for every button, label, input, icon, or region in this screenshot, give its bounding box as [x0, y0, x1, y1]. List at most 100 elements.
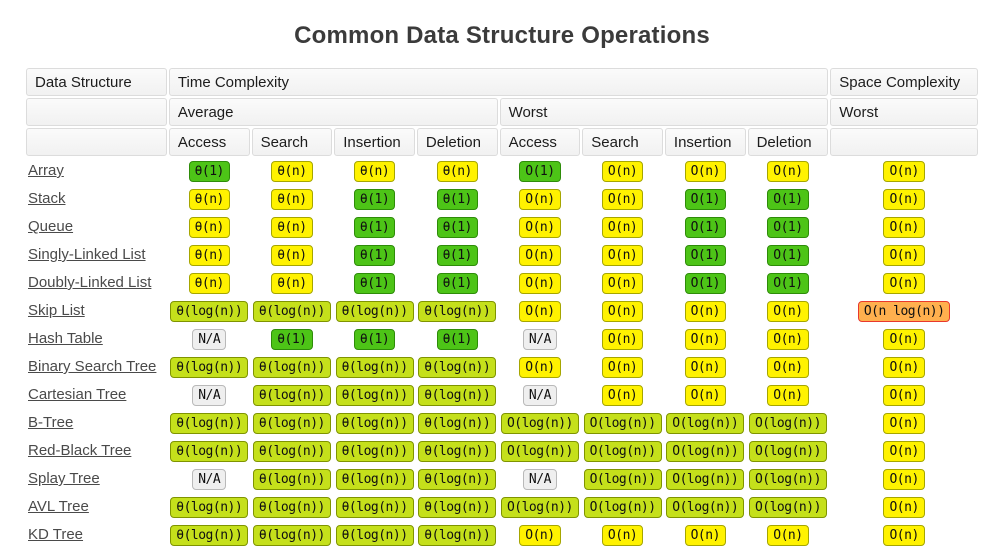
complexity-cell: θ(n) [252, 186, 333, 212]
complexity-badge: O(n) [883, 160, 925, 182]
complexity-cell: O(n) [748, 382, 829, 408]
complexity-badge: θ(log(n)) [170, 412, 249, 434]
header-worst-insertion: Insertion [664, 128, 746, 156]
row-label-cell: Cartesian Tree [26, 382, 167, 408]
header-worst: Worst [499, 98, 829, 126]
row-link[interactable]: Hash Table [28, 330, 103, 347]
complexity-badge: θ(log(n)) [418, 384, 497, 406]
row-link[interactable]: Stack [28, 190, 66, 207]
table-row: Splay Tree N/A θ(log(n)) θ(log(n)) θ(log(n))… [26, 466, 978, 492]
complexity-cell: N/A [500, 466, 581, 492]
complexity-badge: N/A [522, 328, 557, 350]
table-row: Cartesian Tree N/A θ(log(n)) θ(log(n)) θ(log… [26, 382, 978, 408]
complexity-cell: θ(log(n)) [417, 494, 498, 520]
complexity-cell: O(n) [830, 326, 978, 352]
complexity-badge: O(1) [684, 216, 726, 238]
row-label-cell: Skip List [26, 298, 167, 324]
complexity-cell: O(n) [830, 494, 978, 520]
complexity-badge: θ(n) [436, 160, 478, 182]
complexity-cell: θ(log(n)) [334, 298, 415, 324]
complexity-badge: O(log(n)) [500, 412, 579, 434]
complexity-cell: O(1) [748, 214, 829, 240]
row-link[interactable]: Doubly-Linked List [28, 274, 152, 291]
complexity-badge: O(n log(n)) [857, 300, 951, 322]
row-link[interactable]: Cartesian Tree [28, 386, 127, 403]
header-average: Average [168, 98, 498, 126]
complexity-badge: O(n) [684, 524, 726, 546]
complexity-cell: N/A [169, 382, 250, 408]
row-label-cell: KD Tree [26, 522, 167, 548]
complexity-badge: O(n) [519, 300, 561, 322]
row-link[interactable]: Binary Search Tree [28, 358, 157, 375]
complexity-badge: O(log(n)) [748, 412, 827, 434]
complexity-badge: O(n) [883, 384, 925, 406]
complexity-badge: θ(log(n)) [418, 356, 497, 378]
complexity-cell: θ(log(n)) [417, 298, 498, 324]
complexity-badge: θ(1) [271, 328, 313, 350]
complexity-badge: N/A [522, 468, 557, 490]
row-label-cell: Array [26, 158, 167, 184]
row-link[interactable]: Skip List [28, 302, 85, 319]
row-link[interactable]: Array [28, 162, 64, 179]
complexity-badge: O(n) [883, 244, 925, 266]
complexity-badge: O(n) [684, 356, 726, 378]
complexity-cell: O(n) [830, 522, 978, 548]
complexity-badge: O(n) [601, 272, 644, 294]
complexity-badge: N/A [192, 384, 227, 406]
complexity-badge: θ(1) [353, 244, 396, 266]
row-label-cell: Splay Tree [26, 466, 167, 492]
complexity-badge: θ(n) [188, 244, 230, 266]
row-link[interactable]: B-Tree [28, 414, 74, 431]
complexity-badge: O(1) [684, 272, 726, 294]
complexity-badge: O(log(n)) [666, 440, 745, 462]
complexity-badge: θ(log(n)) [252, 412, 331, 434]
header-empty-cell [830, 128, 978, 156]
complexity-cell: θ(n) [169, 242, 250, 268]
complexity-cell: θ(log(n)) [252, 466, 333, 492]
complexity-cell: O(n) [500, 354, 581, 380]
table-row: Queue θ(n) θ(n) θ(1) θ(1) O(n) O(n) O(1) O(1) O(n… [26, 214, 978, 240]
complexity-cell: θ(1) [417, 270, 498, 296]
page-title: Common Data Structure Operations [294, 22, 710, 49]
complexity-badge: O(n) [519, 524, 561, 546]
row-link[interactable]: Splay Tree [28, 470, 100, 487]
complexity-cell: O(n) [830, 354, 978, 380]
complexity-cell: O(log(n)) [582, 466, 663, 492]
row-link[interactable]: KD Tree [28, 526, 84, 543]
complexity-cell: O(n) [830, 410, 978, 436]
complexity-badge: θ(1) [436, 272, 478, 294]
complexity-cell: θ(1) [334, 186, 415, 212]
row-link[interactable]: Red-Black Tree [28, 442, 132, 459]
complexity-cell: O(1) [665, 186, 746, 212]
complexity-cell: O(n) [582, 522, 663, 548]
row-label-cell: Doubly-Linked List [26, 270, 167, 296]
complexity-cell: O(log(n)) [665, 410, 746, 436]
row-link[interactable]: Singly-Linked List [28, 246, 146, 263]
complexity-badge: O(n) [684, 160, 726, 182]
row-link[interactable]: AVL Tree [28, 498, 89, 515]
complexity-cell: θ(log(n)) [417, 354, 498, 380]
complexity-cell: θ(log(n)) [334, 494, 415, 520]
complexity-badge: θ(log(n)) [170, 356, 249, 378]
complexity-badge: O(n) [883, 440, 925, 462]
table-row: Stack θ(n) θ(n) θ(1) θ(1) O(n) O(n) O(1) O(1) O(n… [26, 186, 978, 212]
header-row-case: Average Worst Worst [26, 98, 978, 126]
complexity-badge: O(n) [684, 328, 726, 350]
complexity-cell: O(n) [500, 242, 581, 268]
complexity-cell: O(log(n)) [582, 438, 663, 464]
complexity-badge: θ(n) [271, 244, 313, 266]
complexity-cell: θ(n) [169, 186, 250, 212]
complexity-badge: θ(log(n)) [335, 412, 414, 434]
complexity-badge: θ(log(n)) [418, 468, 497, 490]
complexity-badge: θ(log(n)) [252, 496, 331, 518]
complexity-cell: O(log(n)) [748, 466, 829, 492]
complexity-cell: O(n) [582, 186, 663, 212]
complexity-badge: O(n) [601, 244, 644, 266]
complexity-badge: θ(n) [188, 216, 230, 238]
complexity-cell: O(n) [665, 298, 746, 324]
row-link[interactable]: Queue [28, 218, 74, 235]
complexity-cell: θ(log(n)) [169, 438, 250, 464]
header-data-structure: Data Structure [26, 68, 167, 96]
complexity-badge: O(n) [601, 384, 644, 406]
complexity-cell: θ(n) [169, 214, 250, 240]
